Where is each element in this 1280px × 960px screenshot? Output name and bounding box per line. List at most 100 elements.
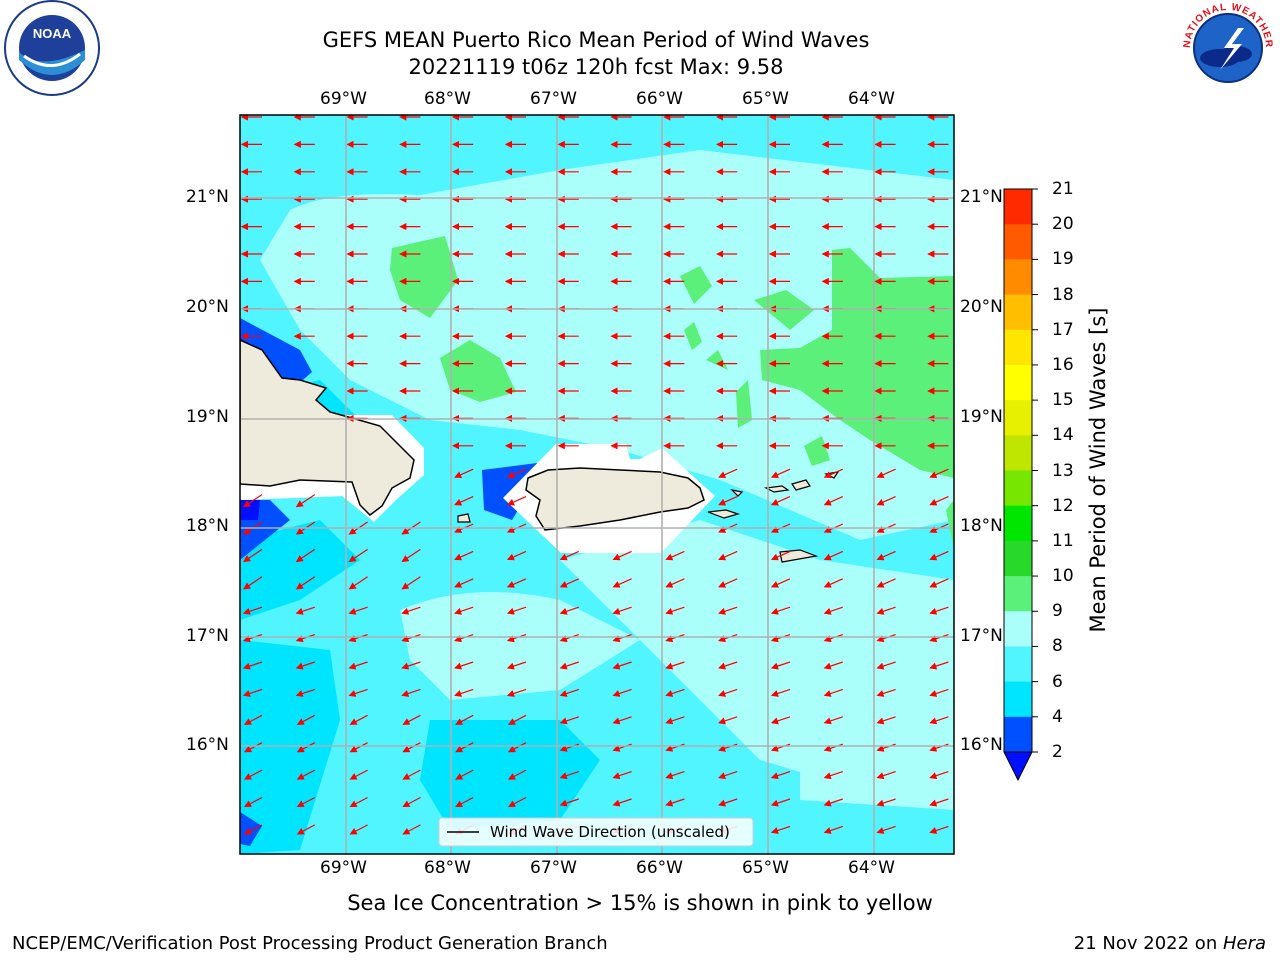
wind-wave-arrow <box>718 798 738 807</box>
wind-wave-arrow <box>718 688 738 697</box>
colorbar-tick-label: 4 <box>1052 706 1063 727</box>
colorbar-tick-label: 19 <box>1052 249 1074 270</box>
wind-wave-arrow <box>349 824 368 835</box>
wind-wave-arrow <box>348 548 368 563</box>
wind-wave-arrow <box>402 769 421 780</box>
wind-wave-arrow <box>401 606 421 615</box>
wind-wave-arrow <box>296 714 316 725</box>
lat-label-left: 21°N <box>186 187 229 207</box>
map-frame <box>239 114 955 855</box>
wind-wave-arrow <box>296 742 316 753</box>
lon-label-top: 66°W <box>636 89 683 109</box>
colorbar-tick-label: 9 <box>1052 601 1063 622</box>
wind-wave-arrow <box>770 771 791 780</box>
colorbar-segment <box>1004 681 1032 718</box>
wind-wave-arrow <box>823 550 844 561</box>
wind-wave-arrow <box>876 496 896 506</box>
wind-wave-arrow <box>876 550 896 561</box>
wind-wave-arrow <box>243 769 263 780</box>
wind-wave-arrow <box>348 661 368 670</box>
wind-wave-arrow <box>823 578 844 588</box>
wind-wave-arrow <box>296 769 316 780</box>
gridlines <box>240 115 954 854</box>
wind-wave-arrow <box>770 716 791 725</box>
wind-wave-arrow <box>612 661 632 670</box>
colorbar-tick-label: 2 <box>1052 742 1063 762</box>
wind-wave-arrow <box>876 798 896 807</box>
lon-label-top: 68°W <box>424 89 471 109</box>
wind-wave-arrow <box>559 798 579 807</box>
wind-wave-arrow <box>876 468 896 479</box>
colorbar-tick-label: 13 <box>1052 460 1074 481</box>
wind-wave-arrow <box>929 606 949 615</box>
wind-wave-arrow <box>455 769 474 780</box>
wind-wave-arrow <box>402 742 421 753</box>
wind-wave-arrow <box>454 550 474 561</box>
wind-wave-arrow <box>506 661 527 670</box>
lon-label-top: 69°W <box>320 89 367 109</box>
wind-wave-arrow <box>612 798 632 807</box>
wind-wave-arrow <box>349 742 368 753</box>
wind-wave-arrow <box>402 796 421 808</box>
colorbar-segment <box>1004 400 1032 436</box>
wind-wave-arrow <box>823 825 843 834</box>
colorbar-segment <box>1004 189 1032 225</box>
wind-wave-arrow <box>559 606 579 615</box>
wind-wave-arrow <box>507 742 527 753</box>
wind-wave-arrow <box>718 606 738 615</box>
lon-label-bottom: 66°W <box>636 858 683 878</box>
colorbar-segment <box>1004 329 1032 366</box>
lon-label-bottom: 65°W <box>742 858 789 878</box>
wind-wave-arrow <box>929 798 949 807</box>
wind-wave-arrow <box>929 716 949 725</box>
wind-wave-arrow <box>823 798 843 807</box>
lat-label-left: 17°N <box>186 626 229 646</box>
wind-wave-arrow <box>243 796 263 808</box>
colorbar-tick-label: 21 <box>1052 179 1074 199</box>
wind-wave-arrow <box>665 798 685 807</box>
wind-wave-arrow <box>401 661 421 670</box>
wind-wave-arrow <box>718 468 738 479</box>
colorbar-segment <box>1004 364 1032 401</box>
wind-wave-arrow <box>401 576 421 590</box>
wind-wave-arrow <box>823 688 843 697</box>
puerto-rico-land <box>525 467 705 531</box>
wind-wave-arrow <box>559 661 579 670</box>
footer-credit: NCEP/EMC/Verification Post Processing Pr… <box>12 933 608 954</box>
wind-wave-arrow <box>454 496 474 506</box>
wind-wave-arrow <box>823 468 844 479</box>
wind-wave-arrow <box>929 550 949 561</box>
colorbar-segment <box>1004 540 1032 577</box>
colorbar-tick-label: 17 <box>1052 319 1074 340</box>
colorbar-tick-label: 12 <box>1052 495 1074 516</box>
wind-wave-arrow <box>295 548 316 563</box>
lon-label-bottom: 69°W <box>320 858 367 878</box>
nws-logo: NATIONAL WEATHER SERVICE <box>1176 0 1275 95</box>
colorbar-segment <box>1004 435 1032 471</box>
colorbar-label: Mean Period of Wind Waves [s] <box>1086 307 1110 633</box>
colorbar-tick-label: 11 <box>1052 530 1074 551</box>
wind-wave-arrow <box>243 714 263 725</box>
wind-wave-arrow <box>243 824 263 835</box>
wind-wave-arrow <box>929 825 949 834</box>
footer-date-text: 21 Nov 2022 on <box>1073 933 1223 954</box>
wind-wave-arrow <box>243 548 263 563</box>
wind-wave-arrow <box>612 606 632 615</box>
lon-label-bottom: 68°W <box>424 858 471 878</box>
lat-label-right: 16°N <box>960 735 1003 755</box>
wind-wave-arrow <box>665 771 685 780</box>
wind-wave-arrow <box>455 796 474 808</box>
wind-wave-arrow <box>612 550 632 561</box>
lon-label-bottom: 64°W <box>848 858 895 878</box>
wind-wave-arrow <box>506 468 527 479</box>
hispaniola-land <box>240 339 415 516</box>
lat-label-left: 18°N <box>186 516 229 536</box>
wind-wave-arrow <box>454 578 474 588</box>
wind-wave-arrow <box>506 606 527 615</box>
colorbar-segment <box>1004 505 1032 542</box>
lat-label-left: 16°N <box>186 735 229 755</box>
lat-label-right: 17°N <box>960 626 1003 646</box>
colorbar-under-extension <box>1003 751 1033 782</box>
colorbar-segment <box>1004 470 1032 507</box>
wind-wave-arrow <box>243 742 263 753</box>
